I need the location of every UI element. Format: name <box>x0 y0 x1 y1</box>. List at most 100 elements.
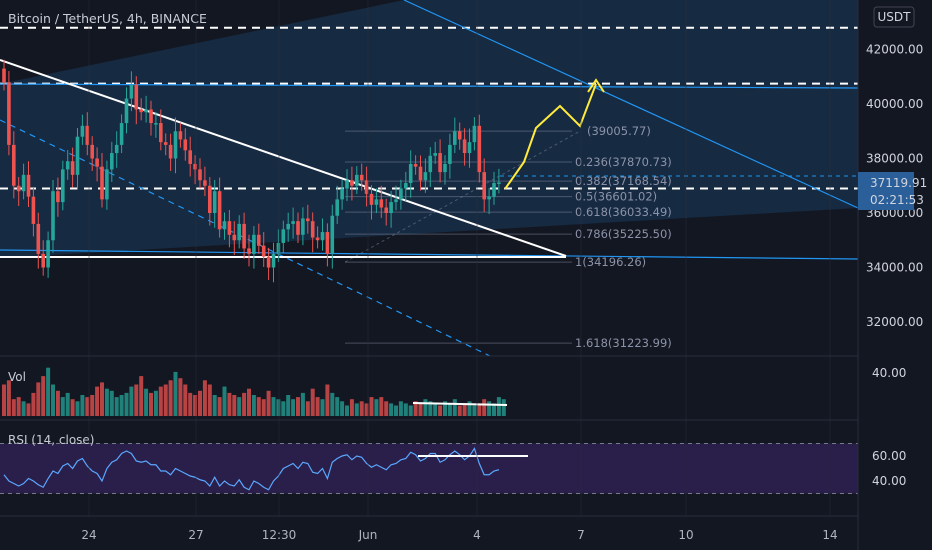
volume-bar <box>242 392 247 416</box>
candle-body <box>129 84 134 99</box>
candle-body <box>472 125 477 143</box>
candle-body <box>325 232 330 254</box>
volume-bar <box>403 403 408 416</box>
time-tick: 24 <box>81 528 96 542</box>
volume-bar <box>21 401 26 416</box>
rsi-line <box>3 447 500 491</box>
volume-bar <box>291 399 296 416</box>
volume-bar <box>472 405 477 416</box>
volume-bar <box>31 392 36 416</box>
volume-bar <box>447 403 452 416</box>
volume-bar <box>496 397 501 416</box>
candle-body <box>31 196 36 224</box>
candle-body <box>261 245 266 257</box>
volume-bar <box>251 395 256 416</box>
candle-body <box>271 253 276 268</box>
volume-bar <box>237 397 242 416</box>
candle-body <box>286 223 290 230</box>
volume-bar <box>389 403 394 416</box>
candle-body <box>369 193 374 205</box>
candle-body <box>394 199 398 203</box>
currency-badge[interactable] <box>873 6 915 28</box>
volume-bar <box>438 405 443 416</box>
volume-bar <box>149 392 153 416</box>
volume-bar <box>41 376 46 416</box>
volume-bar <box>300 392 305 416</box>
volume-bar <box>374 399 379 416</box>
volume-bar <box>345 405 349 416</box>
candle-body <box>110 153 114 170</box>
candle-body <box>16 185 21 192</box>
volume-bar <box>256 397 261 416</box>
candle-body <box>193 163 197 170</box>
volume-annotation-line <box>412 402 508 406</box>
price-tick: 42000.00 <box>866 43 923 57</box>
volume-bar <box>408 405 413 416</box>
trend-lines <box>0 0 859 357</box>
volume-bar <box>340 401 345 416</box>
candle-body <box>168 144 173 159</box>
candle-body <box>335 199 339 216</box>
resistance-line <box>0 83 859 89</box>
descending-trendline <box>0 59 567 257</box>
volume-bar <box>90 395 95 416</box>
volume-bar <box>119 395 124 416</box>
candle-body <box>237 223 241 241</box>
volume-bar <box>104 388 109 416</box>
candle-body <box>227 221 232 235</box>
candle-body <box>222 221 227 230</box>
candle-body <box>208 185 212 213</box>
volume-bar <box>354 403 359 416</box>
candle-body <box>163 142 168 145</box>
candle-body <box>281 229 286 243</box>
volume-bar <box>75 401 80 416</box>
candle-body <box>61 169 65 203</box>
rsi-guides <box>0 443 858 494</box>
volume-bar <box>222 386 227 416</box>
candle-body <box>350 180 354 186</box>
fib-label: 0.5(36601.02) <box>575 190 657 204</box>
candle-body <box>173 131 178 159</box>
time-tick: 12:30 <box>262 528 297 542</box>
price-tick: 38000.00 <box>866 152 923 166</box>
candle-body <box>433 153 437 156</box>
candle-body <box>100 166 104 200</box>
volume-bar <box>51 384 55 416</box>
candle-body <box>428 155 433 173</box>
volume-bar <box>266 390 271 416</box>
volume-bar <box>153 390 158 416</box>
candle-body <box>457 131 462 140</box>
volume-bar <box>330 392 335 416</box>
volume-bar <box>193 395 198 416</box>
candle-body <box>183 139 188 151</box>
candle-body <box>252 234 256 254</box>
volume-bar <box>26 403 31 416</box>
candlestick-series <box>2 59 501 283</box>
candle-body <box>477 125 482 173</box>
candle-body <box>355 174 359 186</box>
candle-body <box>51 191 55 241</box>
candle-body <box>217 191 222 230</box>
candle-body <box>26 174 31 197</box>
candle-body <box>95 158 99 167</box>
fib-label: 0.786(35225.50) <box>575 227 672 241</box>
candle-body <box>188 150 192 164</box>
candle-body <box>374 199 379 205</box>
volume-label: Vol <box>8 370 26 384</box>
fib-label: (39005.77) <box>587 124 651 138</box>
candle-body <box>359 174 364 181</box>
candle-body <box>212 191 217 213</box>
candle-body <box>154 123 158 125</box>
volume-bar <box>281 401 286 416</box>
candle-body <box>2 68 6 83</box>
volume-bar <box>379 397 384 416</box>
rsi-axis-tick: 40.00 <box>872 474 906 488</box>
volume-bar <box>70 399 75 416</box>
candle-body <box>448 144 452 164</box>
volume-bar <box>6 380 11 416</box>
candle-body <box>75 136 80 175</box>
candle-body <box>276 242 281 254</box>
volume-bar <box>501 399 506 416</box>
